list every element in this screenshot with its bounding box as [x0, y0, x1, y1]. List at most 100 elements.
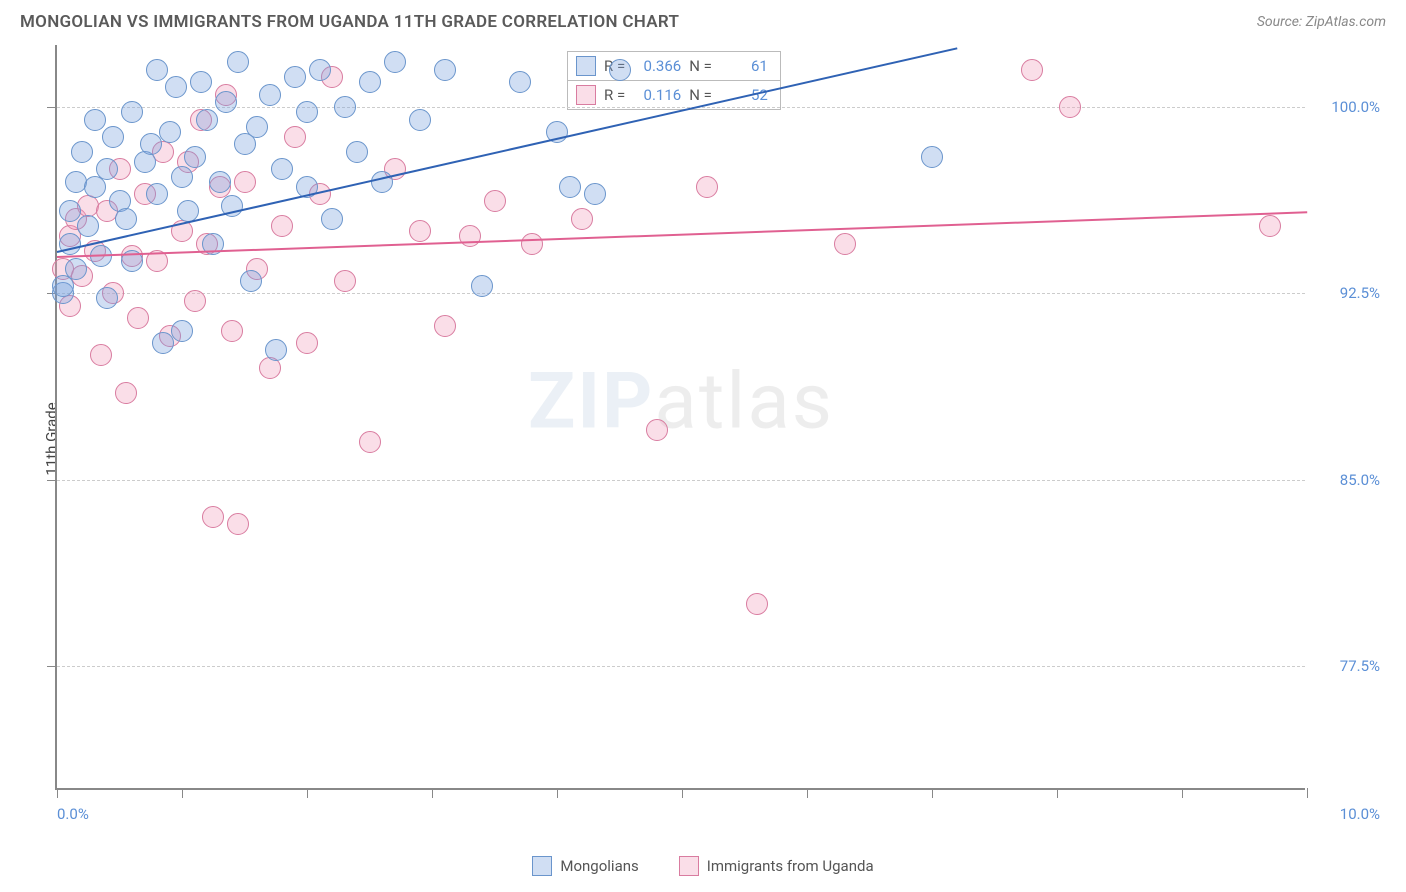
legend-label-0: Mongolians — [560, 857, 638, 875]
data-point — [96, 158, 118, 180]
data-point — [834, 233, 856, 255]
data-point — [346, 141, 368, 163]
data-point — [146, 59, 168, 81]
data-point — [334, 270, 356, 292]
data-point — [296, 332, 318, 354]
data-point — [746, 593, 768, 615]
data-point — [359, 431, 381, 453]
data-point — [584, 183, 606, 205]
data-point — [284, 66, 306, 88]
x-min-label: 0.0% — [57, 805, 89, 823]
data-point — [127, 307, 149, 329]
data-point — [646, 419, 668, 441]
data-point — [321, 208, 343, 230]
data-point — [84, 109, 106, 131]
source-label: Source: ZipAtlas.com — [1257, 14, 1386, 30]
x-tick — [432, 788, 433, 798]
data-point — [484, 190, 506, 212]
data-point — [921, 146, 943, 168]
x-tick — [307, 788, 308, 798]
data-point — [284, 126, 306, 148]
data-point — [234, 171, 256, 193]
watermark: ZIPatlas — [528, 356, 834, 447]
data-point — [184, 290, 206, 312]
data-point — [509, 71, 531, 93]
gridline — [57, 480, 1305, 481]
stat-n-value-0: 61 — [720, 57, 768, 75]
x-tick — [1182, 788, 1183, 798]
data-point — [171, 320, 193, 342]
x-tick — [1307, 788, 1308, 798]
data-point — [215, 91, 237, 113]
legend-swatch-blue — [532, 856, 552, 876]
data-point — [59, 200, 81, 222]
data-point — [334, 96, 356, 118]
x-tick — [57, 788, 58, 798]
data-point — [202, 506, 224, 528]
gridline — [57, 666, 1305, 667]
legend: Mongolians Immigrants from Uganda — [0, 856, 1406, 876]
data-point — [265, 339, 287, 361]
data-point — [296, 101, 318, 123]
legend-item-uganda: Immigrants from Uganda — [679, 856, 874, 876]
swatch-pink — [576, 85, 596, 105]
data-point — [159, 121, 181, 143]
gridline — [57, 107, 1305, 108]
plot-area: ZIPatlas R = 0.366 N = 61 R = 0.116 N = … — [55, 45, 1305, 790]
data-point — [65, 258, 87, 280]
data-point — [246, 116, 268, 138]
data-point — [96, 287, 118, 309]
data-point — [696, 176, 718, 198]
stat-n-label: N = — [689, 57, 712, 75]
data-point — [152, 332, 174, 354]
data-point — [459, 225, 481, 247]
stat-row-mongolians: R = 0.366 N = 61 — [568, 52, 780, 81]
data-point — [71, 141, 93, 163]
gridline — [57, 293, 1305, 294]
data-point — [259, 84, 281, 106]
data-point — [140, 133, 162, 155]
x-tick — [1057, 788, 1058, 798]
data-point — [121, 101, 143, 123]
data-point — [409, 109, 431, 131]
data-point — [115, 208, 137, 230]
x-tick — [182, 788, 183, 798]
y-tick-label: 85.0% — [1340, 471, 1380, 489]
stats-box: R = 0.366 N = 61 R = 0.116 N = 52 — [567, 51, 781, 110]
data-point — [240, 270, 262, 292]
data-point — [371, 171, 393, 193]
data-point — [90, 344, 112, 366]
data-point — [1021, 59, 1043, 81]
x-tick — [557, 788, 558, 798]
stat-r-value-1: 0.116 — [633, 86, 681, 104]
data-point — [609, 59, 631, 81]
data-point — [409, 220, 431, 242]
data-point — [146, 183, 168, 205]
data-point — [77, 215, 99, 237]
y-tick-label: 100.0% — [1331, 98, 1380, 116]
data-point — [102, 126, 124, 148]
data-point — [434, 59, 456, 81]
x-max-label: 10.0% — [1340, 805, 1380, 823]
data-point — [190, 71, 212, 93]
swatch-blue — [576, 56, 596, 76]
data-point — [165, 76, 187, 98]
data-point — [115, 382, 137, 404]
data-point — [171, 166, 193, 188]
y-tick-label: 92.5% — [1340, 284, 1380, 302]
x-tick — [807, 788, 808, 798]
data-point — [471, 275, 493, 297]
stat-r-value-0: 0.366 — [633, 57, 681, 75]
data-point — [571, 208, 593, 230]
data-point — [384, 51, 406, 73]
stat-n-label: N = — [689, 86, 712, 104]
data-point — [271, 215, 293, 237]
data-point — [196, 109, 218, 131]
x-tick — [682, 788, 683, 798]
data-point — [209, 171, 231, 193]
data-point — [221, 320, 243, 342]
stat-r-label: R = — [604, 86, 625, 104]
legend-item-mongolians: Mongolians — [532, 856, 638, 876]
x-tick — [932, 788, 933, 798]
data-point — [1259, 215, 1281, 237]
